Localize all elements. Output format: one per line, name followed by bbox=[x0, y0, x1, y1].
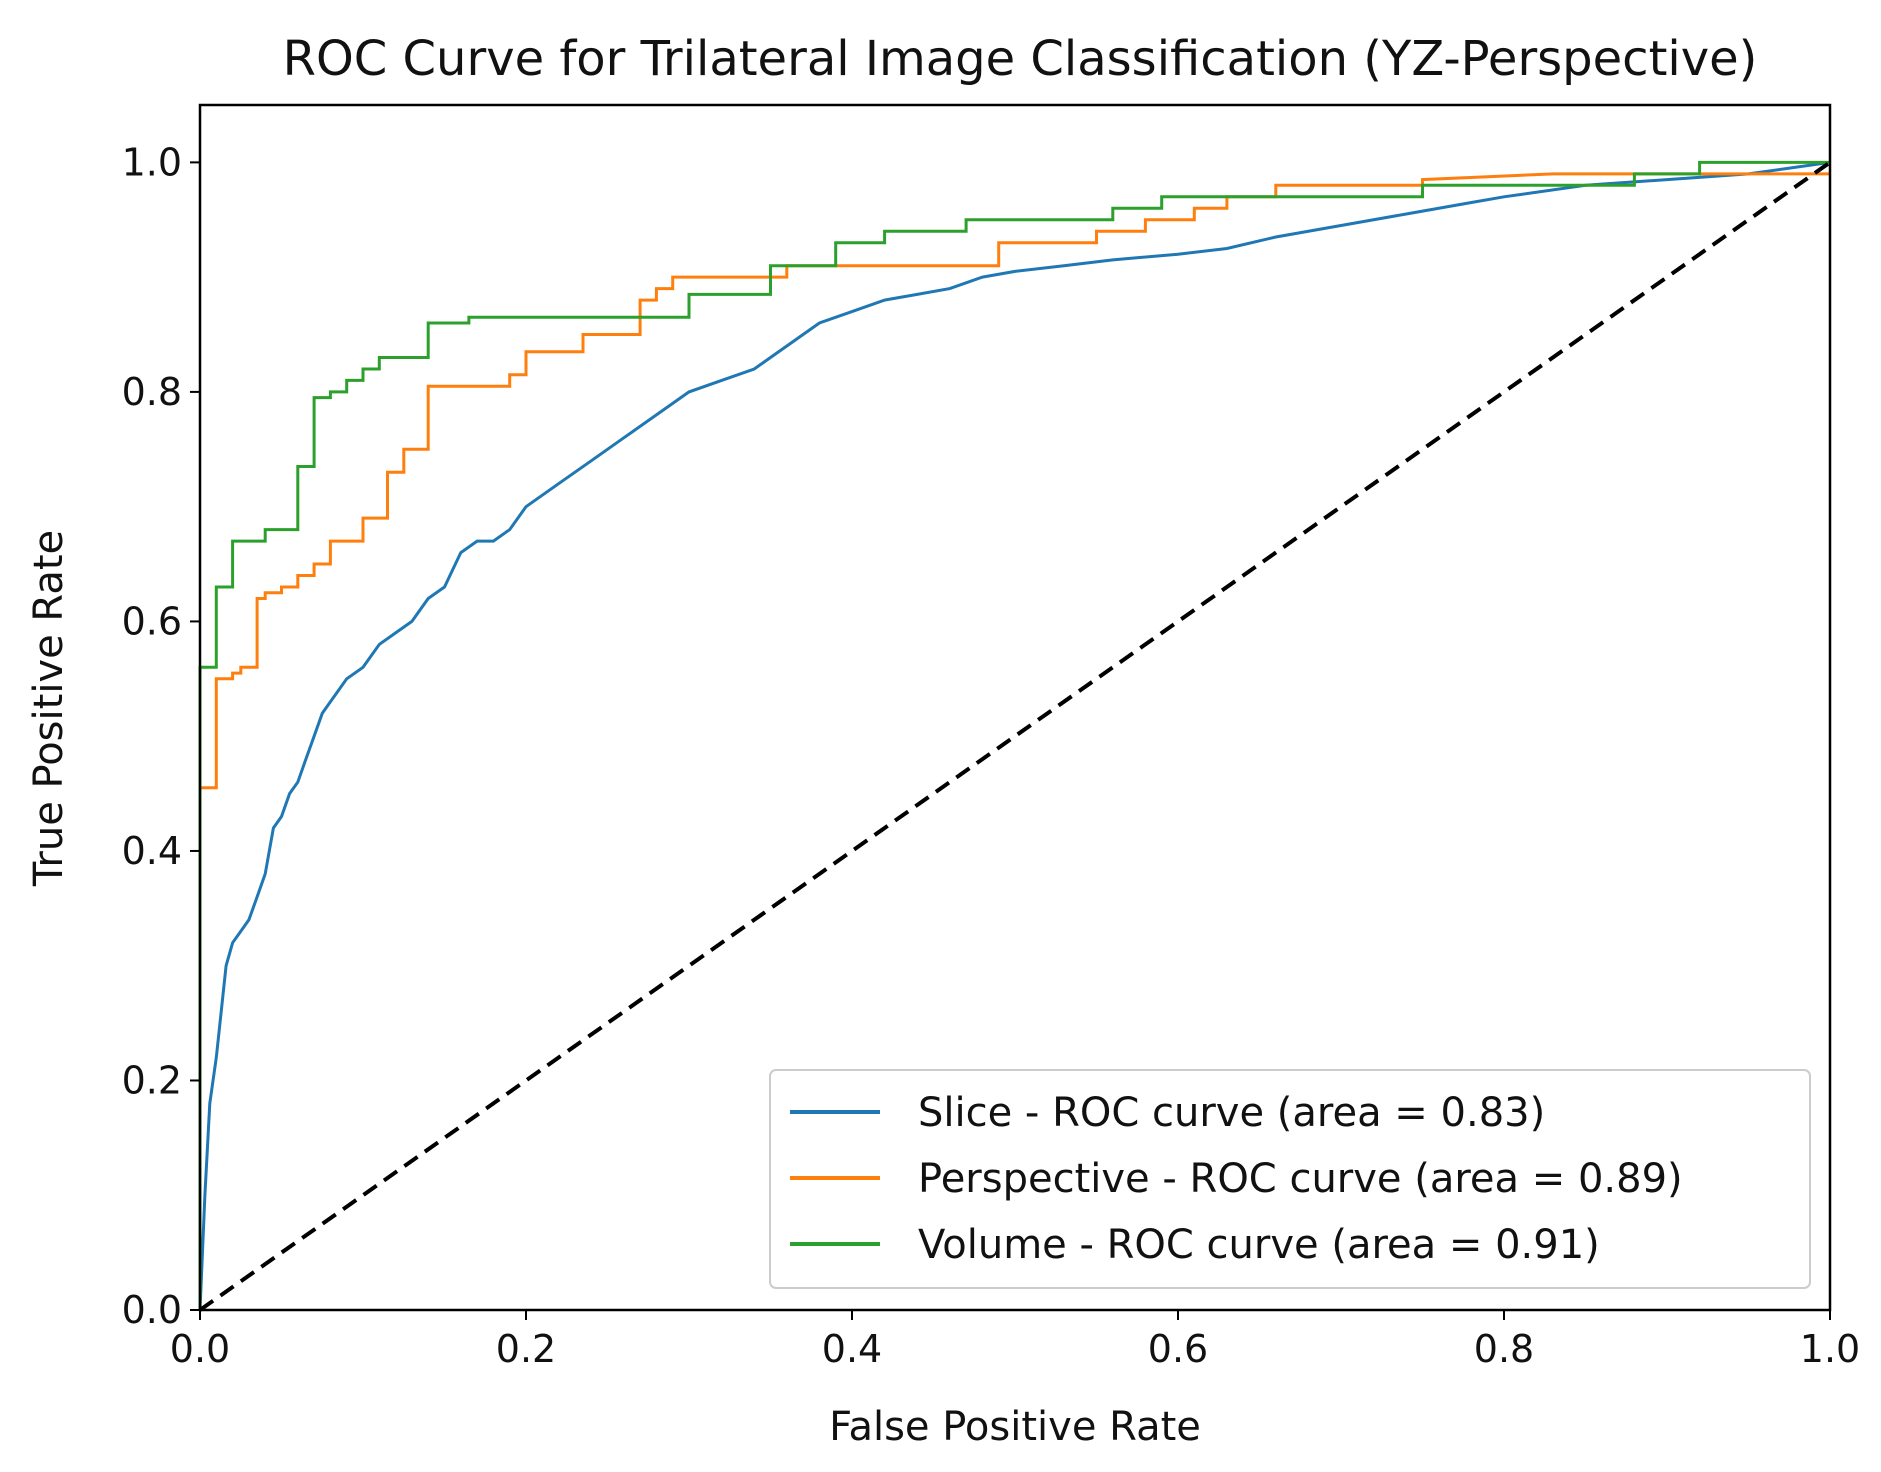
x-tick-label: 0.6 bbox=[1148, 1327, 1208, 1371]
series-line-2 bbox=[198, 160, 1830, 1310]
x-axis-ticks: 0.0 0.2 0.4 0.6 0.8 1.0 bbox=[170, 1310, 1860, 1371]
x-tick-label: 1.0 bbox=[1800, 1327, 1860, 1371]
y-tick-label: 0.8 bbox=[122, 370, 182, 414]
x-axis-label: False Positive Rate bbox=[829, 1404, 1201, 1450]
y-tick-label: 0.2 bbox=[122, 1058, 182, 1102]
y-tick-label: 1.0 bbox=[122, 140, 182, 184]
y-axis-label: True Positive Rate bbox=[26, 530, 72, 887]
y-tick-label: 0.0 bbox=[122, 1288, 182, 1332]
legend-label: Slice - ROC curve (area = 0.83) bbox=[918, 1090, 1545, 1136]
chart-title: ROC Curve for Trilateral Image Classific… bbox=[283, 31, 1758, 87]
y-tick-label: 0.4 bbox=[122, 829, 182, 873]
x-tick-label: 0.4 bbox=[822, 1327, 882, 1371]
x-tick-label: 0.0 bbox=[170, 1327, 230, 1371]
legend: Slice - ROC curve (area = 0.83) Perspecti… bbox=[769, 1069, 1811, 1289]
x-tick-label: 0.2 bbox=[496, 1327, 556, 1371]
legend-box bbox=[769, 1069, 1811, 1289]
series-line-1 bbox=[198, 172, 1830, 1310]
y-axis-ticks: 0.0 0.2 0.4 0.6 0.8 1.0 bbox=[122, 140, 200, 1332]
series-line-0 bbox=[198, 160, 1831, 1311]
legend-label: Volume - ROC curve (area = 0.91) bbox=[918, 1222, 1600, 1268]
x-tick-label: 0.8 bbox=[1474, 1327, 1534, 1371]
plot-lines bbox=[198, 160, 1832, 1312]
plot-frame bbox=[198, 103, 1832, 1312]
legend-label: Perspective - ROC curve (area = 0.89) bbox=[918, 1156, 1683, 1202]
series-line-3 bbox=[198, 160, 1832, 1312]
y-tick-label: 0.6 bbox=[122, 599, 182, 643]
